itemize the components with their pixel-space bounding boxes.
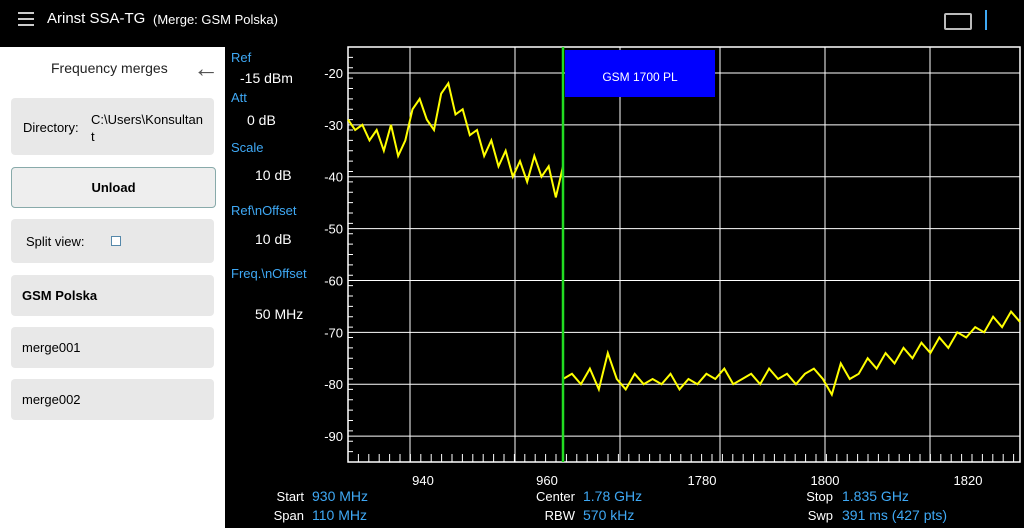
footer-value: 110 MHz <box>312 507 367 523</box>
plot-frame <box>347 46 1021 463</box>
footer-value: 1.78 GHz <box>583 488 643 504</box>
y-tick-label: -90 <box>324 429 343 444</box>
setting-label: Freq.\nOffset <box>231 266 307 281</box>
marker-label: GSM 1700 PL <box>602 70 678 84</box>
y-tick-label: -30 <box>324 118 343 133</box>
setting-label: Scale <box>231 140 264 155</box>
footer-value: 930 MHz <box>312 488 369 504</box>
x-tick-label: 1820 <box>954 473 983 488</box>
battery-icon <box>944 13 972 30</box>
setting-value: 10 dB <box>255 231 292 247</box>
setting-label: Ref <box>231 50 252 65</box>
menu-icon[interactable] <box>18 12 34 26</box>
y-tick-label: -70 <box>324 325 343 340</box>
setting-value: 10 dB <box>255 167 292 183</box>
side-panel: Frequency merges ← Directory: C:\Users\K… <box>0 47 225 528</box>
setting-value: -15 dBm <box>240 70 293 86</box>
y-tick-label: -60 <box>324 273 343 288</box>
y-tick-label: -20 <box>324 66 343 81</box>
x-tick-label: 1780 <box>688 473 717 488</box>
footer-label: Center <box>535 489 575 504</box>
trace <box>347 80 564 198</box>
setting-label: Ref\nOffset <box>231 203 297 218</box>
y-tick-label: -80 <box>324 377 343 392</box>
x-tick-label: 940 <box>412 473 434 488</box>
split-view-label: Split view: <box>26 234 85 249</box>
directory-card: Directory: C:\Users\Konsultant <box>11 98 214 155</box>
directory-label: Directory: <box>23 120 79 135</box>
y-tick-label: -50 <box>324 222 343 237</box>
footer-value: 570 kHz <box>583 507 635 523</box>
panel-title: Frequency merges <box>51 60 168 76</box>
setting-label: Att <box>231 90 247 105</box>
setting-value: 50 MHz <box>255 306 304 322</box>
footer-label: Swp <box>807 508 833 523</box>
unload-button[interactable]: Unload <box>11 167 216 208</box>
merge-item[interactable]: GSM Polska <box>11 275 214 316</box>
directory-value: C:\Users\Konsultant <box>91 112 203 144</box>
app-subtitle: (Merge: GSM Polska) <box>153 12 278 27</box>
footer-label: RBW <box>544 508 575 523</box>
x-tick-label: 960 <box>536 473 558 488</box>
setting-value: 0 dB <box>247 112 276 128</box>
usb-icon <box>985 10 995 30</box>
merge-item[interactable]: merge002 <box>11 379 214 420</box>
split-view-checkbox[interactable] <box>111 236 121 246</box>
app-title: Arinst SSA-TG <box>47 10 146 27</box>
marker-box <box>565 50 715 97</box>
trace <box>562 309 1021 398</box>
footer-label: Stop <box>806 489 833 504</box>
footer-label: Start <box>276 489 304 504</box>
back-arrow[interactable]: ← <box>193 53 219 83</box>
merge-item[interactable]: merge001 <box>11 327 214 368</box>
y-tick-label: -40 <box>324 170 343 185</box>
split-view-card: Split view: <box>11 219 214 263</box>
footer-value: 1.835 GHz <box>842 488 909 504</box>
footer-value: 391 ms (427 pts) <box>842 507 948 523</box>
x-tick-label: 1800 <box>811 473 840 488</box>
footer-label: Span <box>273 508 304 523</box>
